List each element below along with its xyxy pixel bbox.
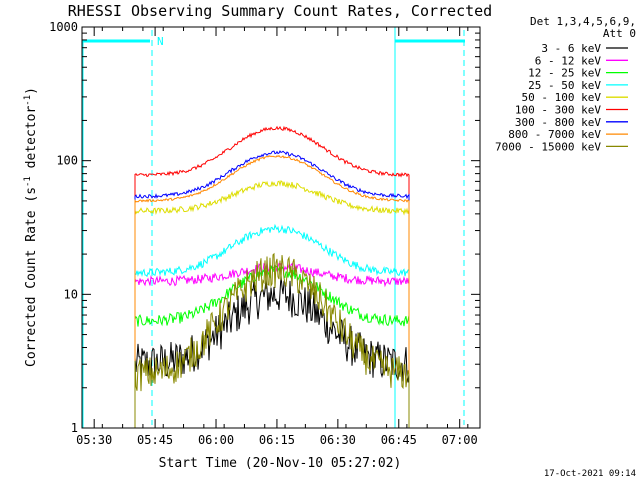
x-tick-label: 06:00	[198, 433, 234, 447]
y-tick-label: 1	[71, 421, 78, 435]
x-tick-label: 06:45	[381, 433, 417, 447]
legend-entry-label: 25 - 50 keV	[528, 79, 601, 92]
y-tick-label: 1000	[49, 20, 78, 34]
legend-entry-label: 7000 - 15000 keV	[495, 140, 601, 153]
series-layer	[134, 125, 410, 428]
series-line	[134, 180, 410, 428]
series-line	[134, 150, 410, 428]
y-axis-label-part-3: )	[24, 87, 39, 95]
x-axis-label: Start Time (20-Nov-10 05:27:02)	[159, 456, 402, 471]
x-axis: 05:30 05:45 06:00 06:15 06:30 06:45 07:00	[76, 27, 478, 447]
x-tick-label: 06:15	[259, 433, 295, 447]
legend-entry-label: 100 - 300 keV	[515, 104, 601, 117]
y-tick-label: 10	[64, 287, 78, 301]
plot-frame	[81, 26, 481, 429]
series-line	[134, 275, 410, 428]
series-line	[134, 154, 410, 428]
series-line	[134, 264, 410, 428]
x-tick-label: 06:30	[320, 433, 356, 447]
y-axis-label-exp-1: -1	[23, 176, 33, 187]
series-line	[134, 223, 410, 428]
flag-label: N	[157, 35, 164, 48]
saa-flag-markers: N	[82, 27, 465, 428]
y-axis-label-part-2: detector	[24, 106, 39, 177]
legend-entry-label: 800 - 7000 keV	[508, 128, 601, 141]
legend-header-line-1: Det 1,3,4,5,6,9,	[530, 15, 636, 28]
y-axis-label: Corrected Count Rate (s-1 detector-1)	[23, 87, 39, 367]
y-axis: 1 10 100 1000	[49, 20, 480, 435]
legend-entry-label: 3 - 6 keV	[541, 42, 601, 55]
legend-entry-label: 6 - 12 keV	[535, 54, 602, 67]
series-line	[134, 125, 410, 428]
legend-header-line-2: Att 0	[603, 27, 636, 40]
chart-title: RHESSI Observing Summary Count Rates, Co…	[68, 2, 492, 20]
y-tick-label: 100	[56, 154, 78, 168]
legend-entry-label: 50 - 100 keV	[522, 91, 602, 104]
x-tick-label: 07:00	[442, 433, 478, 447]
legend-entry-label: 12 - 25 keV	[528, 67, 601, 80]
x-tick-label: 05:45	[137, 433, 173, 447]
y-axis-label-part-1: Corrected Count Rate (s	[24, 187, 39, 367]
series-line	[134, 252, 410, 428]
legend-entry-label: 300 - 800 keV	[515, 116, 601, 129]
generation-timestamp: 17-Oct-2021 09:14	[544, 469, 636, 479]
x-tick-label: 05:30	[76, 433, 112, 447]
y-axis-label-exp-2: -1	[23, 95, 33, 106]
